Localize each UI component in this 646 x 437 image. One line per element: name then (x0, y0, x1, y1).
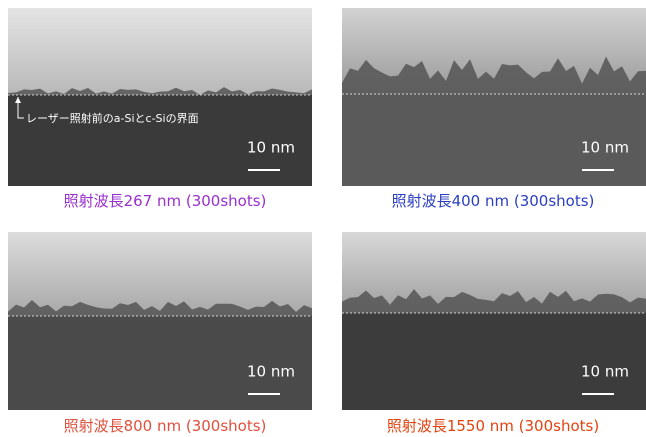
scale-label: 10 nm (247, 363, 295, 381)
caption: 照射波長1550 nm (300shots) (328, 415, 646, 436)
scale-label: 10 nm (247, 139, 295, 157)
tem-image: 10 nm (8, 232, 312, 410)
crystal-region (342, 313, 646, 410)
caption: 照射波長400 nm (300shots) (328, 190, 646, 211)
tem-image: 10 nm レーザー照射前のa-Siとc-Siの界面 (8, 8, 312, 186)
figure: 10 nm レーザー照射前のa-Siとc-Siの界面 10 nm 10 nm 10… (0, 0, 646, 437)
caption: 照射波長267 nm (300shots) (0, 190, 330, 211)
scale-label: 10 nm (581, 363, 629, 381)
scale-label: 10 nm (581, 139, 629, 157)
amorphous-region (8, 232, 312, 316)
annotation: レーザー照射前のa-Siとc-Siの界面 (26, 111, 199, 125)
tem-image: 10 nm (342, 232, 646, 410)
tem-image: 10 nm (342, 8, 646, 186)
amorphous-region (8, 8, 312, 95)
caption: 照射波長800 nm (300shots) (0, 415, 330, 436)
